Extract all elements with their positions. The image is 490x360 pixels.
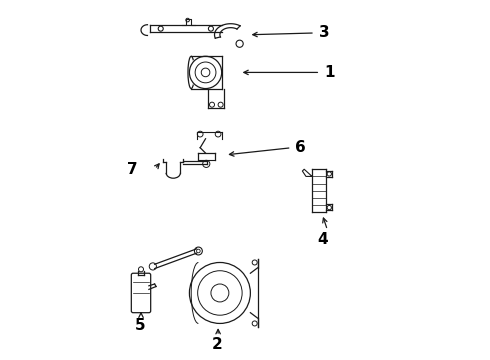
Text: 5: 5 [135, 318, 145, 333]
Text: 7: 7 [126, 162, 137, 177]
Text: 6: 6 [295, 140, 306, 155]
Text: 3: 3 [318, 26, 329, 40]
Text: 1: 1 [324, 65, 334, 80]
Text: 4: 4 [318, 232, 328, 247]
Text: 2: 2 [212, 337, 223, 352]
FancyBboxPatch shape [131, 273, 151, 313]
